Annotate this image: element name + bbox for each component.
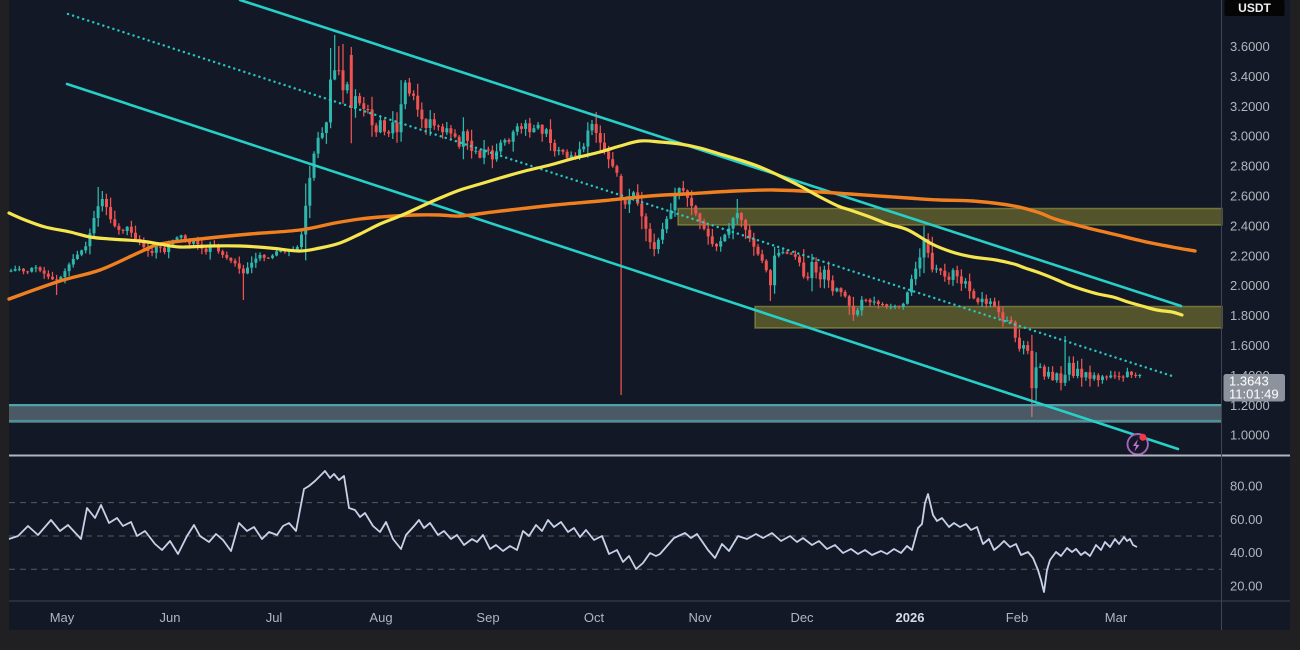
svg-text:2026: 2026	[896, 610, 925, 625]
svg-text:3.6000: 3.6000	[1230, 39, 1270, 54]
svg-text:May: May	[50, 610, 75, 625]
svg-text:60.00: 60.00	[1230, 512, 1263, 527]
svg-text:3.0000: 3.0000	[1230, 129, 1270, 144]
svg-text:2.0000: 2.0000	[1230, 278, 1270, 293]
svg-text:Nov: Nov	[688, 610, 712, 625]
svg-text:Aug: Aug	[369, 610, 392, 625]
svg-text:Sep: Sep	[476, 610, 499, 625]
svg-text:Mar: Mar	[1105, 610, 1128, 625]
svg-text:20.00: 20.00	[1230, 578, 1263, 593]
svg-text:1.0000: 1.0000	[1230, 428, 1270, 443]
svg-text:80.00: 80.00	[1230, 479, 1263, 494]
svg-text:USDT: USDT	[1238, 1, 1271, 15]
svg-text:Jun: Jun	[160, 610, 181, 625]
svg-text:2.6000: 2.6000	[1230, 189, 1270, 204]
svg-text:40.00: 40.00	[1230, 545, 1263, 560]
svg-text:2.2000: 2.2000	[1230, 248, 1270, 263]
svg-text:1.6000: 1.6000	[1230, 338, 1270, 353]
svg-text:Oct: Oct	[584, 610, 605, 625]
svg-text:1.2000: 1.2000	[1230, 398, 1270, 413]
svg-text:Jul: Jul	[266, 610, 283, 625]
svg-text:11:01:49: 11:01:49	[1229, 387, 1279, 402]
svg-text:3.2000: 3.2000	[1230, 99, 1270, 114]
svg-text:Dec: Dec	[790, 610, 814, 625]
svg-text:2.8000: 2.8000	[1230, 159, 1270, 174]
svg-text:Feb: Feb	[1006, 610, 1028, 625]
svg-text:3.4000: 3.4000	[1230, 69, 1270, 84]
svg-text:2.4000: 2.4000	[1230, 218, 1270, 233]
svg-text:1.8000: 1.8000	[1230, 308, 1270, 323]
svg-text:1.3643: 1.3643	[1229, 374, 1269, 389]
